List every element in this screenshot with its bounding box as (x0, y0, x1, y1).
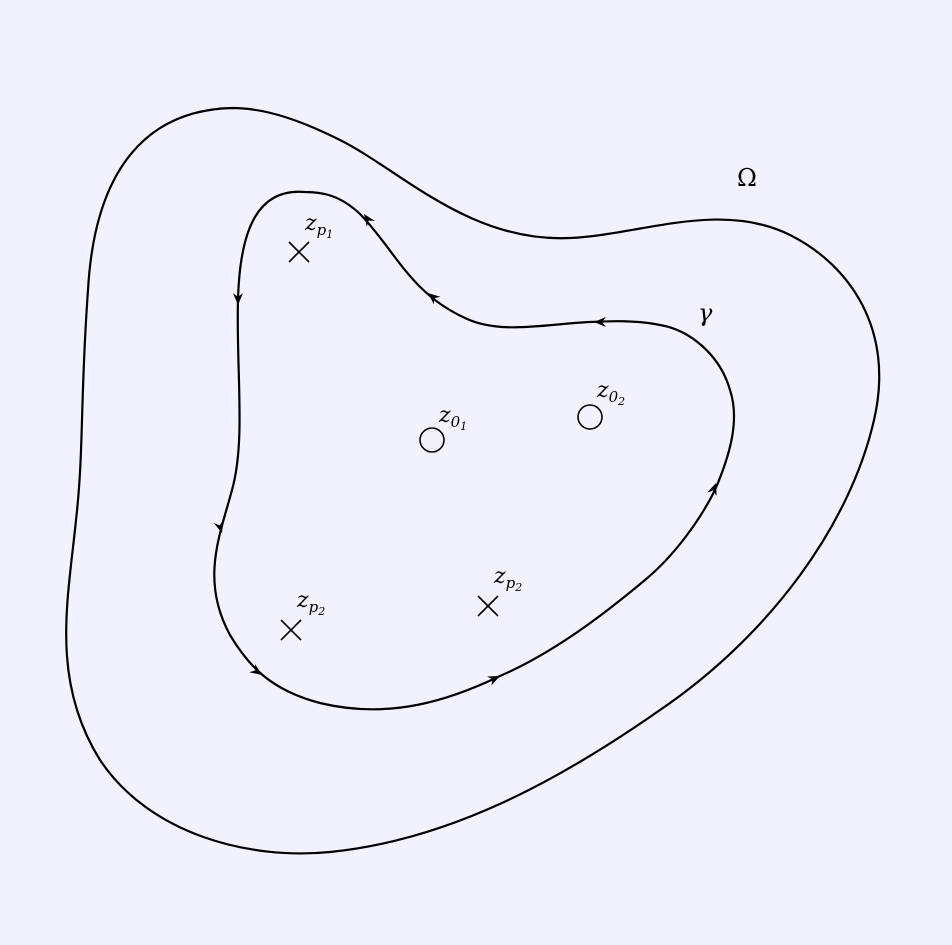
arrow-down-right-6 (249, 664, 262, 675)
zero-label-1-sub: 0 (451, 413, 461, 431)
zero-label-2-sub: 0 (609, 388, 619, 406)
pole-label-3-subsub: 2 (514, 581, 522, 594)
pole-label-2-subsub: 2 (317, 605, 325, 618)
contour-label: γ (698, 299, 713, 327)
contour-gamma (213, 190, 736, 711)
pole-label-1: zp1 (304, 211, 333, 241)
arrow-up-left-3 (364, 214, 375, 227)
pole-label-3: zp2 (493, 564, 522, 594)
arrow-up-8 (707, 483, 717, 496)
zero-label-1: z01 (438, 403, 467, 433)
zero-marker-2 (577, 404, 603, 430)
pole-marker-3 (477, 595, 499, 617)
zero-label-1-subsub: 1 (460, 420, 467, 433)
pole-label-2: zp2 (296, 588, 325, 618)
pole-label-1-sub: p (317, 221, 327, 239)
arrow-down-5 (213, 520, 224, 533)
arrow-up-left-2 (428, 293, 441, 305)
arrow-down-4 (233, 293, 243, 305)
region-boundary-omega (65, 106, 881, 855)
pole-label-3-sub: p (506, 574, 516, 592)
pole-label-1-subsub: 1 (326, 228, 333, 241)
zero-marker-1 (419, 427, 445, 453)
pole-label-3-base: z (493, 564, 506, 589)
zero-label-1-base: z (438, 403, 451, 428)
pole-marker-1 (288, 241, 310, 263)
contour-arrows (213, 214, 717, 686)
arrow-right-7 (487, 676, 500, 686)
zero-label-2-base: z (596, 378, 609, 403)
zero-label-2: z02 (596, 378, 625, 408)
arrow-left-1 (594, 317, 606, 327)
pole-marker-2 (280, 619, 302, 641)
zero-label-2-subsub: 2 (617, 395, 625, 408)
pole-label-1-base: z (304, 211, 317, 236)
pole-label-2-sub: p (309, 598, 319, 616)
region-label: Ω (737, 164, 757, 192)
pole-label-2-base: z (296, 588, 309, 613)
